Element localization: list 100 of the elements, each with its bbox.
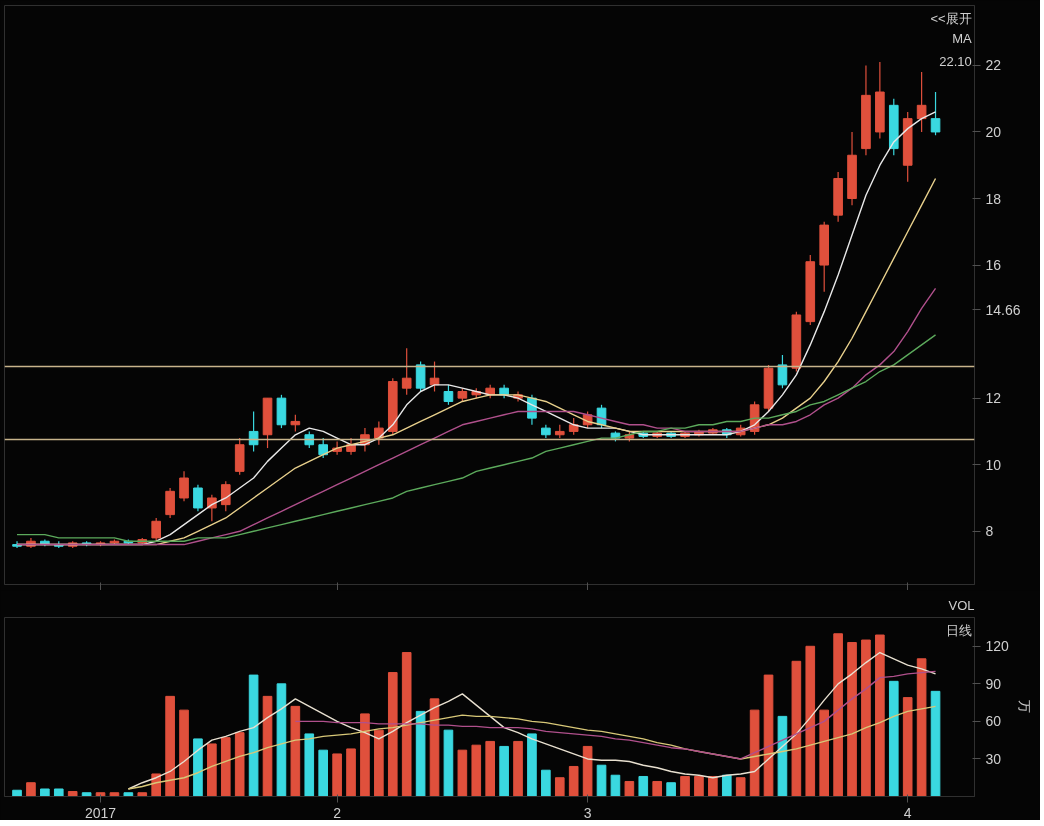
candlestick [165, 487, 175, 519]
bar [596, 764, 607, 797]
bar [708, 775, 718, 797]
text: MA [952, 30, 973, 46]
bar [554, 777, 565, 797]
candlestick [415, 360, 426, 393]
candlestick [916, 71, 927, 133]
bar [26, 782, 36, 797]
bar [791, 660, 802, 797]
y-tick-label: 22 [985, 57, 1002, 74]
bar [666, 782, 676, 797]
bar [207, 743, 217, 797]
y-tick-label: 8 [985, 523, 994, 540]
candlestick [777, 354, 788, 389]
bar [694, 775, 704, 797]
annotation: 22.10 [939, 53, 972, 69]
bar [40, 788, 50, 797]
candlestick [220, 480, 231, 512]
candlestick [930, 91, 941, 136]
bar [290, 705, 301, 797]
y-tick-label: 12 [985, 390, 1002, 407]
x-tick-label: 2 [333, 804, 342, 821]
y-tick-label: 90 [985, 675, 1002, 692]
y-tick-label: 30 [985, 750, 1002, 767]
bar [360, 713, 370, 797]
chart-title: VOL [948, 597, 975, 613]
line-series [16, 334, 937, 542]
y-tick-label: 20 [985, 123, 1002, 140]
bar [513, 740, 523, 797]
bar [833, 633, 843, 797]
bar [318, 749, 329, 797]
bar [12, 789, 22, 797]
bar [541, 769, 551, 797]
bar [916, 658, 927, 797]
bar [624, 780, 635, 797]
bar [123, 792, 134, 797]
candlestick [248, 410, 259, 452]
bar [457, 749, 468, 797]
bar [304, 733, 315, 797]
y-tick-label: 16 [985, 257, 1002, 274]
bar [763, 674, 774, 797]
bar [220, 737, 231, 797]
x-tick-label: 4 [903, 804, 912, 821]
bar [401, 652, 412, 797]
bar [53, 788, 64, 797]
bar [902, 697, 913, 797]
text: 日线 [945, 622, 972, 638]
bar [749, 709, 760, 797]
bar [109, 792, 120, 797]
bar [875, 634, 885, 797]
candlestick [151, 517, 162, 542]
candlestick [401, 347, 412, 396]
candlestick [179, 470, 189, 502]
y-tick-label: 60 [985, 713, 1002, 730]
y-tick-label: 10 [985, 456, 1002, 473]
bar [332, 753, 342, 797]
bar [819, 709, 830, 797]
bar [930, 690, 941, 797]
bar [499, 745, 509, 797]
line-series [127, 651, 937, 790]
bar [179, 709, 189, 797]
bar [387, 672, 398, 797]
candlestick [443, 384, 454, 406]
x-tick-label: 3 [583, 804, 592, 821]
bar [847, 642, 857, 797]
bar [262, 695, 273, 797]
bar [443, 729, 454, 797]
bar [346, 748, 356, 797]
bar [721, 774, 732, 797]
bar [861, 639, 871, 797]
bar [888, 680, 899, 797]
bar [193, 738, 203, 797]
bar [81, 792, 92, 797]
bar [805, 645, 816, 797]
bar [638, 775, 649, 797]
bar [735, 777, 746, 797]
x-tick-label: 2017 [84, 804, 117, 821]
bar [374, 729, 384, 797]
bar [527, 733, 537, 797]
candlestick [193, 484, 203, 512]
bar [137, 792, 148, 797]
bar [67, 790, 78, 797]
bar [680, 775, 690, 797]
bar [610, 774, 621, 797]
bar [276, 683, 287, 797]
line-series [127, 705, 937, 790]
bar [248, 674, 259, 797]
bar [582, 745, 593, 797]
line-series [294, 670, 937, 760]
y-axis-title: 万 [1016, 700, 1032, 714]
y-tick-label: 18 [985, 190, 1002, 207]
bar [471, 744, 482, 797]
bar [777, 715, 788, 797]
bar [415, 710, 426, 797]
bar [485, 740, 496, 797]
y-tick-label: 120 [985, 638, 1010, 655]
y-tick-label: 14.66 [985, 301, 1021, 318]
candlestick [318, 437, 329, 459]
bar [568, 765, 579, 797]
bar [652, 780, 663, 797]
